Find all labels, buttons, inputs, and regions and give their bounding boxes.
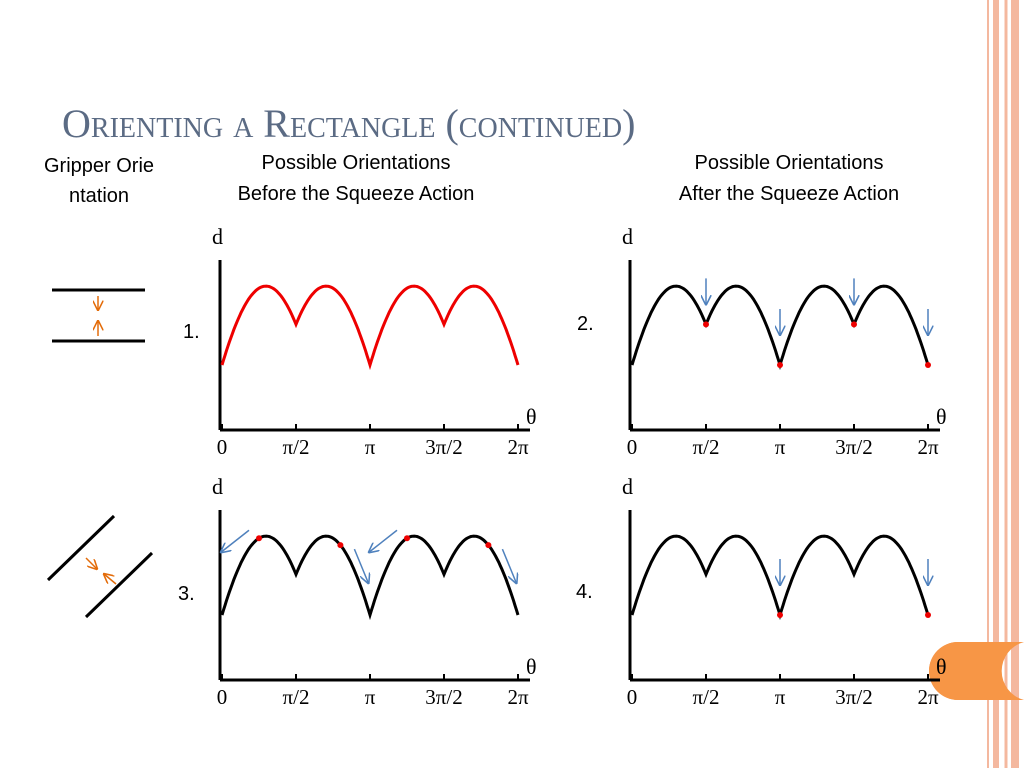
tick-label: 3π/2	[425, 435, 462, 459]
header-line: After the Squeeze Action	[678, 183, 900, 205]
direction-arrow	[501, 548, 516, 583]
direction-arrow	[353, 548, 368, 583]
stable-point	[925, 612, 931, 618]
header-line: Possible Orientations	[261, 152, 451, 174]
direction-arrow	[221, 529, 250, 552]
tick-label: π	[365, 685, 376, 709]
x-axis-label: θ	[936, 404, 947, 429]
stable-point	[777, 612, 783, 618]
slide-title: Orienting a Rectangle (continued)	[62, 101, 636, 146]
curve	[220, 534, 520, 621]
border-stripes	[987, 0, 1019, 768]
tick-label: 2π	[507, 685, 529, 709]
stable-point	[777, 362, 783, 368]
stable-point	[485, 542, 492, 549]
y-axis-label: d	[622, 474, 633, 499]
tick-label: π/2	[693, 435, 720, 459]
x-axis-label: θ	[936, 654, 947, 679]
stable-point	[404, 535, 410, 542]
tick-label: π	[775, 435, 786, 459]
stable-point	[256, 535, 262, 542]
tick-label: π/2	[283, 685, 310, 709]
tick-label: 2π	[917, 685, 939, 709]
tick-label: 2π	[507, 435, 529, 459]
stable-point	[851, 321, 857, 328]
panel-label: 2.	[577, 313, 594, 335]
y-axis-label: d	[622, 224, 633, 249]
stable-point	[703, 321, 709, 328]
tick-label: 0	[627, 685, 638, 709]
gripper-label: Gripper Orientation	[43, 155, 155, 207]
tick-label: 2π	[917, 435, 939, 459]
tick-label: 0	[627, 435, 638, 459]
gripper-icon-2	[46, 514, 154, 619]
header-line: Before the Squeeze Action	[237, 183, 475, 205]
column-header: Possible Orientations After the Squeeze …	[609, 148, 969, 210]
x-axis-label: θ	[526, 404, 537, 429]
panel-label: 4.	[576, 581, 593, 603]
slide-tab-edge	[929, 642, 975, 700]
tick-label: 0	[217, 685, 228, 709]
tick-label: 3π/2	[835, 685, 872, 709]
tick-label: 3π/2	[425, 685, 462, 709]
column-header: Possible Orientations Before the Squeeze…	[176, 148, 536, 210]
curve	[220, 284, 520, 371]
stable-point	[337, 542, 344, 549]
x-axis-label: θ	[526, 654, 537, 679]
y-axis-label: d	[212, 474, 223, 499]
header-line: Possible Orientations	[694, 152, 884, 174]
tick-label: π/2	[693, 685, 720, 709]
panel-label: 3.	[178, 583, 195, 605]
tick-label: π	[365, 435, 376, 459]
panel-label: 1.	[183, 321, 200, 343]
tick-label: 0	[217, 435, 228, 459]
tick-label: π/2	[283, 435, 310, 459]
tick-label: 3π/2	[835, 435, 872, 459]
tick-label: π	[775, 685, 786, 709]
gripper-icon-1	[52, 288, 145, 343]
direction-arrow	[369, 529, 398, 552]
y-axis-label: d	[212, 224, 223, 249]
stable-point	[925, 362, 931, 368]
